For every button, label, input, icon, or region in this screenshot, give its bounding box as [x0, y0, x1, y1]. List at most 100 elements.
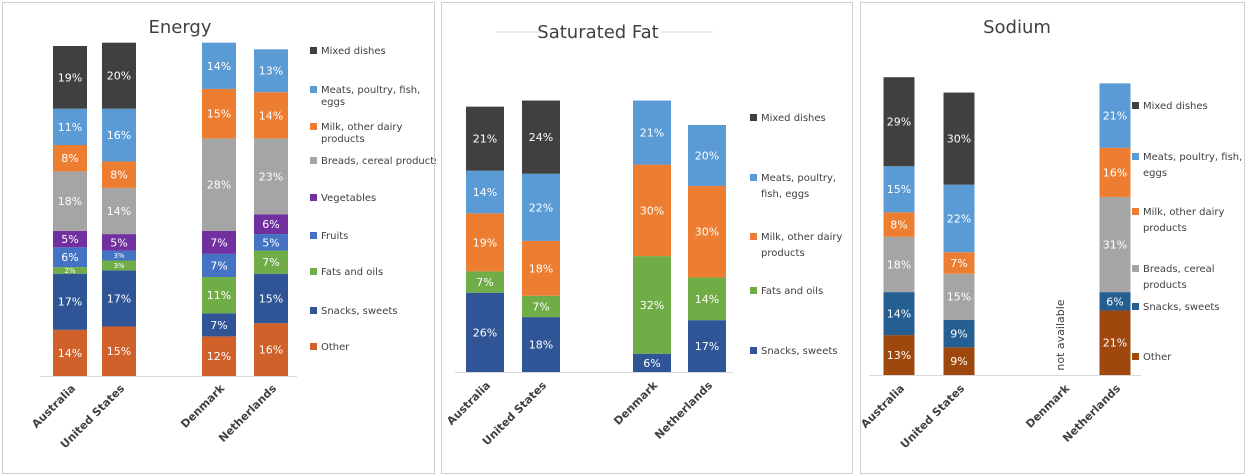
category-label: United States	[898, 382, 967, 451]
bar-segment-meats-poultry-fish-eggs	[53, 108, 87, 145]
data-label: 22%	[529, 201, 553, 214]
bar-segment-meats-poultry-fish-eggs	[522, 173, 560, 241]
not-available-note: not available	[1054, 299, 1067, 370]
data-label: 15%	[887, 183, 911, 196]
data-label: 15%	[947, 291, 971, 304]
legend-swatch	[310, 47, 317, 54]
data-label: 19%	[473, 236, 497, 249]
bar-segment-fats-and-oils	[633, 256, 671, 354]
legend-swatch	[310, 307, 317, 314]
legend-item: Snacks, sweets	[321, 306, 398, 317]
data-label: 13%	[887, 349, 911, 362]
data-label: 6%	[61, 251, 78, 264]
bar-segment-vegetables	[102, 234, 136, 251]
legend-swatch	[1132, 153, 1139, 160]
bar-segment-fats-and-oils	[466, 271, 504, 293]
data-label: 3%	[113, 262, 124, 270]
data-label: 17%	[58, 296, 82, 309]
bar-segment-breads-cereal-products	[102, 187, 136, 235]
bar-segment-meats-poultry-fish-eggs	[202, 42, 236, 89]
data-label: 7%	[210, 319, 227, 332]
data-label: 18%	[529, 262, 553, 275]
bar-segment-breads-cereal-products	[943, 273, 975, 320]
data-label: 29%	[887, 116, 911, 129]
data-label: 14%	[887, 308, 911, 321]
legend-swatch	[750, 174, 757, 181]
legend-swatch	[310, 123, 317, 130]
legend-item: Breads, cereal products	[1143, 264, 1215, 291]
bar-segment-fats-and-oils	[688, 277, 726, 321]
category-label: Australia	[444, 379, 493, 428]
bar-segment-breads-cereal-products	[53, 171, 87, 231]
legend-item: Milk, other dairy products	[1143, 207, 1225, 234]
data-label: 7%	[476, 276, 493, 289]
legend-item: Fruits	[321, 231, 348, 242]
legend-item: Meats, poultry, fish, eggs	[761, 173, 836, 200]
legend-swatch	[1132, 265, 1139, 272]
data-label: 21%	[640, 127, 664, 140]
category-label: Denmark	[178, 381, 227, 430]
bar-segment-snacks-sweets	[1099, 292, 1131, 311]
bar-segment-other	[883, 335, 915, 375]
legend-item: Vegetables	[321, 193, 376, 204]
bar-segment-mixed-dishes	[883, 77, 915, 167]
bar-segment-fats-and-oils	[53, 267, 87, 274]
data-label: 22%	[947, 212, 971, 225]
data-label: 7%	[262, 256, 279, 269]
legend-item: Breads, cereal products	[321, 156, 436, 167]
legend-swatch	[310, 232, 317, 239]
bar-segment-meats-poultry-fish-eggs	[688, 124, 726, 186]
data-label: 18%	[529, 339, 553, 352]
bar-segment-snacks-sweets	[943, 319, 975, 348]
data-label: 14%	[207, 60, 231, 73]
data-label: 16%	[1103, 166, 1127, 179]
bar-segment-vegetables	[254, 214, 288, 235]
bar-segment-snacks-sweets	[522, 317, 560, 372]
category-label: Denmark	[1023, 381, 1072, 430]
bar-segment-meats-poultry-fish-eggs	[466, 170, 504, 214]
data-label: 30%	[640, 204, 664, 217]
legend-item: Meats, poultry, fish, eggs	[1143, 152, 1242, 179]
chart-title: Sodium	[983, 17, 1051, 38]
bar-segment-milk-other-dairy-products	[943, 252, 975, 274]
legend-item: Milk, other dairy products	[761, 232, 843, 259]
energy-chart: Energy 14% 17% 2% 6% 5% 18% 8% 11% 19% Australia 15…	[29, 17, 436, 451]
bar-segment-breads-cereal-products	[883, 236, 915, 293]
bar-segment-milk-other-dairy-products	[633, 164, 671, 257]
bar-segment-snacks-sweets	[202, 313, 236, 337]
data-label: 5%	[262, 236, 279, 249]
bar-segment-breads-cereal-products	[254, 138, 288, 215]
bar-segment-milk-other-dairy-products	[202, 88, 236, 139]
bar-segment-fruits	[53, 247, 87, 268]
category-label: Netherlands	[652, 379, 715, 442]
chart-title: Saturated Fat	[537, 22, 658, 43]
data-label: 11%	[207, 289, 231, 302]
bar-segment-fruits	[102, 250, 136, 261]
data-label: 7%	[210, 236, 227, 249]
data-label: 24%	[529, 131, 553, 144]
bar-segment-meats-poultry-fish-eggs	[883, 166, 915, 213]
data-label: 5%	[61, 233, 78, 246]
bar-segment-fats-and-oils	[202, 277, 236, 314]
data-label: 30%	[947, 133, 971, 146]
data-label: 6%	[1106, 295, 1123, 308]
bar-segment-fats-and-oils	[102, 260, 136, 271]
data-label: 9%	[950, 355, 967, 368]
data-label: 30%	[695, 226, 719, 239]
bar-segment-meats-poultry-fish-eggs	[633, 100, 671, 165]
bar-segment-meats-poultry-fish-eggs	[943, 184, 975, 253]
bar-segment-snacks-sweets	[466, 292, 504, 372]
data-label: 14%	[473, 186, 497, 199]
bar-segment-other	[102, 326, 136, 376]
bar-segment-milk-other-dairy-products	[466, 213, 504, 272]
data-label: 6%	[643, 357, 660, 370]
saturated-fat-chart: Saturated Fat 26% 7% 19% 14% 21% Australia 18% 7…	[444, 22, 843, 448]
sodium-chart-panel: Sodium 13% 14% 18% 8% 15% 29% Australia 9% 9% 15% 7…	[860, 2, 1245, 474]
bar-segment-snacks-sweets	[254, 273, 288, 324]
bar-segment-other	[943, 347, 975, 375]
legend-swatch	[1132, 353, 1139, 360]
legend-item: Mixed dishes	[761, 113, 826, 124]
data-label: 8%	[110, 169, 127, 182]
data-label: 3%	[113, 252, 124, 260]
legend-swatch	[750, 287, 757, 294]
